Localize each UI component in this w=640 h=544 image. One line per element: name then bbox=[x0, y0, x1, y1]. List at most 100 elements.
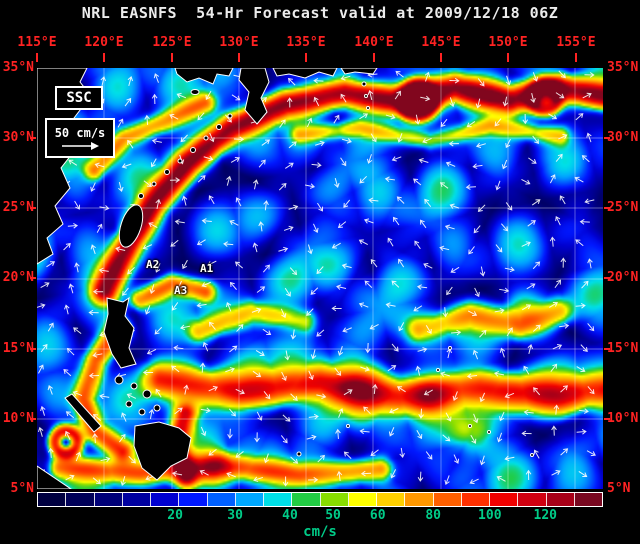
current-arrow-icon bbox=[170, 239, 179, 247]
current-arrow-icon bbox=[369, 324, 379, 330]
lat-axis-label: 15°N bbox=[607, 341, 639, 356]
current-arrow-icon bbox=[337, 221, 347, 229]
current-arrow-icon bbox=[92, 432, 98, 444]
current-arrow-icon bbox=[336, 284, 347, 290]
station-annotation: A3 bbox=[174, 284, 188, 297]
islands-izu bbox=[361, 81, 370, 110]
current-arrow-icon bbox=[341, 263, 352, 269]
current-arrow-icon bbox=[359, 175, 367, 184]
current-arrow-icon bbox=[452, 391, 458, 401]
current-arrow-icon bbox=[388, 427, 395, 437]
current-arrow-icon bbox=[236, 323, 244, 332]
current-arrow-icon bbox=[262, 328, 272, 336]
station-annotation: A2 bbox=[146, 258, 160, 271]
ssc-label: SSC bbox=[66, 90, 92, 106]
current-arrow-icon bbox=[391, 156, 402, 162]
current-arrow-icon bbox=[465, 184, 476, 190]
lat-tick bbox=[30, 207, 36, 209]
colorbar-segment bbox=[94, 493, 123, 506]
current-arrow-icon bbox=[306, 434, 317, 441]
current-arrow-icon bbox=[449, 97, 455, 108]
current-arrow-icon bbox=[551, 469, 561, 476]
current-arrow-icon bbox=[146, 349, 157, 355]
island-dot bbox=[366, 106, 370, 110]
current-arrow-icon bbox=[151, 93, 158, 104]
current-arrow-icon bbox=[228, 408, 236, 417]
island-dot bbox=[530, 453, 534, 457]
current-arrow-icon bbox=[281, 371, 287, 382]
current-arrow-icon bbox=[445, 412, 452, 422]
lat-axis-label: 10°N bbox=[2, 411, 34, 426]
colorbar-tick-label: 20 bbox=[167, 508, 183, 523]
current-arrow-icon bbox=[444, 475, 450, 485]
current-arrow-icon bbox=[201, 281, 211, 288]
current-arrow-icon bbox=[385, 302, 396, 308]
colorbar-segment bbox=[574, 493, 602, 506]
colorbar-segment bbox=[546, 493, 575, 506]
current-arrow-icon bbox=[555, 153, 563, 162]
current-arrow-icon bbox=[68, 159, 78, 166]
current-arrow-icon bbox=[176, 280, 182, 291]
current-arrow-icon bbox=[128, 455, 136, 464]
current-arrow-icon bbox=[533, 449, 540, 459]
current-arrow-icon bbox=[500, 223, 509, 232]
current-arrow-icon bbox=[560, 385, 568, 393]
current-arrow-icon bbox=[148, 408, 155, 419]
current-arrow-icon bbox=[343, 389, 353, 396]
current-arrow-icon bbox=[92, 288, 104, 295]
current-arrow-icon bbox=[254, 432, 260, 443]
current-arrow-icon bbox=[477, 78, 485, 87]
current-arrow-icon bbox=[338, 408, 344, 418]
lat-axis-label: 10°N bbox=[607, 411, 639, 426]
current-arrow-icon bbox=[90, 182, 96, 192]
current-arrow-icon bbox=[341, 138, 352, 144]
island-dot bbox=[153, 404, 161, 412]
current-arrow-icon bbox=[549, 174, 556, 184]
current-arrow-icon bbox=[282, 414, 291, 422]
colorbar-segment bbox=[433, 493, 462, 506]
current-arrow-icon bbox=[121, 163, 132, 169]
current-arrow-icon bbox=[200, 426, 207, 437]
current-arrow-icon bbox=[234, 261, 244, 269]
current-arrow-icon bbox=[470, 434, 477, 444]
current-arrow-icon bbox=[229, 345, 238, 353]
current-arrow-icon bbox=[173, 345, 184, 351]
island-dot bbox=[138, 408, 146, 416]
current-arrow-icon bbox=[440, 371, 451, 377]
current-arrow-icon bbox=[100, 76, 107, 87]
current-arrow-icon bbox=[391, 343, 399, 352]
current-arrow-icon bbox=[521, 430, 532, 437]
current-arrow-icon bbox=[313, 96, 320, 107]
current-arrow-icon bbox=[415, 365, 421, 376]
current-arrow-icon bbox=[358, 239, 368, 246]
current-arrow-icon bbox=[306, 308, 314, 316]
current-arrow-icon bbox=[526, 283, 536, 290]
current-arrow-icon bbox=[68, 283, 74, 294]
current-arrow-icon bbox=[127, 267, 135, 275]
island-dot bbox=[142, 389, 152, 399]
lon-axis-label: 135°E bbox=[286, 35, 326, 50]
current-arrow-icon bbox=[150, 158, 157, 168]
current-arrow-icon bbox=[263, 200, 269, 211]
current-arrow-icon bbox=[576, 366, 586, 373]
lat-axis-label: 25°N bbox=[2, 200, 34, 215]
current-arrow-icon bbox=[558, 70, 566, 79]
current-arrow-icon bbox=[389, 408, 399, 414]
lat-axis-label: 25°N bbox=[607, 200, 639, 215]
current-arrow-icon bbox=[528, 157, 537, 164]
lon-tick bbox=[507, 53, 509, 62]
current-arrow-icon bbox=[527, 343, 534, 354]
lat-axis-label: 35°N bbox=[607, 60, 639, 75]
current-arrow-icon bbox=[263, 390, 271, 400]
current-arrow-icon bbox=[392, 216, 400, 226]
lon-axis-label: 130°E bbox=[219, 35, 259, 50]
current-arrow-icon bbox=[278, 246, 289, 253]
current-arrow-icon bbox=[290, 393, 298, 401]
current-arrow-icon bbox=[575, 239, 584, 247]
current-arrow-icon bbox=[169, 113, 179, 120]
current-arrow-icon bbox=[313, 223, 319, 234]
current-arrow-icon bbox=[284, 287, 291, 297]
current-arrow-icon bbox=[143, 180, 152, 187]
current-arrow-icon bbox=[180, 134, 188, 143]
colorbar-segment bbox=[518, 493, 547, 506]
